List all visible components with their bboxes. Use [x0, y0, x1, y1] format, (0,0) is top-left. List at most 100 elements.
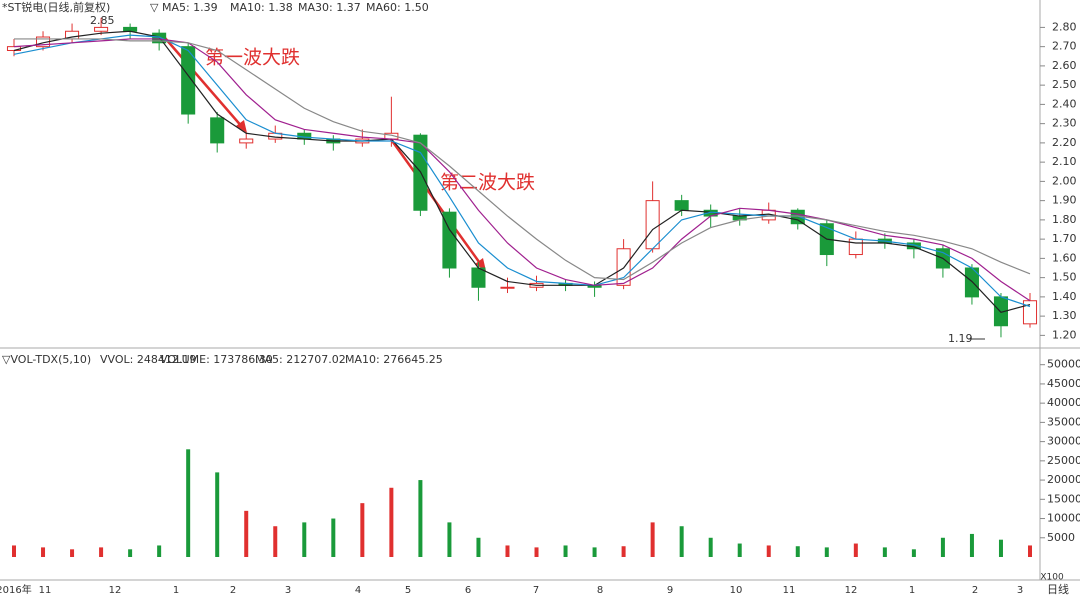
- y-tick-label: 2.20: [1052, 136, 1077, 149]
- ma-line: [13, 34, 1031, 308]
- candle-body: [442, 211, 457, 269]
- volume-bar: [650, 522, 655, 557]
- y-tick-label: 1.40: [1052, 290, 1077, 303]
- x-tick-label: 3: [1017, 585, 1023, 596]
- ma-line: [14, 38, 1031, 281]
- candle-body: [674, 200, 689, 211]
- volume-label: MA5: 212707.02: [255, 353, 346, 366]
- low-label: 1.19: [948, 332, 973, 345]
- y-tick-label: 1.80: [1052, 213, 1077, 226]
- x-tick-label: 9: [667, 585, 673, 596]
- volume-bar: [331, 518, 336, 557]
- volume-label: VVOL: 248412.19: [100, 353, 196, 366]
- volume-bar: [621, 546, 626, 557]
- volume-bar: [360, 503, 365, 557]
- volume-bar: [418, 480, 423, 557]
- volume-bar: [911, 549, 916, 557]
- arrow: [164, 37, 244, 129]
- x-tick-label: 11: [783, 585, 796, 596]
- volume-bar: [708, 537, 713, 557]
- indicator-label: MA30: 1.37: [298, 1, 361, 14]
- y-tick-label: 20000: [1047, 473, 1080, 486]
- volume-bar: [998, 539, 1003, 557]
- volume-bar: [215, 472, 220, 557]
- y-tick-label: 2.60: [1052, 59, 1077, 72]
- indicator-label: MA10: 1.38: [230, 1, 293, 14]
- y-tick-label: 2.10: [1052, 155, 1077, 168]
- y-tick-label: 1.90: [1052, 194, 1077, 207]
- indicator-label: MA60: 1.50: [366, 1, 429, 14]
- x-tick-label: 12: [109, 585, 122, 596]
- y-tick-label: 2.50: [1052, 78, 1077, 91]
- x-tick-label: 2: [230, 585, 236, 596]
- annotation: 第二波大跌: [440, 172, 535, 194]
- candle-body: [94, 26, 109, 32]
- candle-body: [210, 117, 225, 144]
- volume-bar: [99, 547, 104, 557]
- volume-bar: [882, 547, 887, 557]
- candle-body: [471, 267, 486, 288]
- y-tick-label: 45000: [1047, 377, 1080, 390]
- x-tick-label: 11: [39, 585, 52, 596]
- volume-bar: [505, 545, 510, 557]
- x-tick-label: 7: [533, 585, 539, 596]
- x-tick-label: 2016年: [0, 583, 32, 596]
- candle-body: [500, 286, 515, 289]
- candle-body: [239, 138, 254, 144]
- volume-bar: [679, 526, 684, 557]
- x-tick-label: 10: [730, 585, 743, 596]
- x-tick-label: 2: [972, 585, 978, 596]
- volume-bar: [824, 547, 829, 557]
- y-tick-label: 30000: [1047, 435, 1080, 448]
- candle-body: [181, 46, 196, 115]
- y-tick-label: 2.30: [1052, 117, 1077, 130]
- candle-body: [645, 200, 660, 250]
- x-tick-label: 8: [597, 585, 603, 596]
- y-tick-label: 15000: [1047, 492, 1080, 505]
- y-tick-label: 35000: [1047, 415, 1080, 428]
- y-tick-label: 25000: [1047, 454, 1080, 467]
- annotation: 第一波大跌: [205, 47, 300, 69]
- volume-bar: [795, 546, 800, 557]
- volume-bar: [128, 549, 133, 557]
- volume-title: ▽VOL-TDX(5,10): [2, 353, 91, 366]
- volume-bar: [273, 526, 278, 557]
- volume-bar: [766, 545, 771, 557]
- volume-bar: [592, 547, 597, 557]
- indicator-label: ▽ MA5: 1.39: [150, 1, 218, 14]
- x-tick-label: 3: [285, 585, 291, 596]
- candle-body: [1022, 300, 1038, 325]
- volume-bar: [476, 537, 481, 557]
- y-tick-label: 1.50: [1052, 271, 1077, 284]
- volume-bar: [41, 547, 46, 557]
- volume-bar: [186, 449, 191, 557]
- y-tick-label: 1.60: [1052, 251, 1077, 264]
- volume-bar: [447, 522, 452, 557]
- arrow-head: [236, 120, 247, 133]
- ma-line: [13, 30, 1031, 313]
- y-tick-label: 40000: [1047, 396, 1080, 409]
- y-tick-label: 1.30: [1052, 309, 1077, 322]
- y-tick-label: 2.80: [1052, 20, 1077, 33]
- volume-bar: [70, 549, 75, 557]
- y-tick-label: 50000: [1047, 358, 1080, 371]
- volume-bar: [1028, 545, 1032, 557]
- volume-bar: [244, 510, 249, 557]
- volume-bar: [302, 522, 307, 557]
- y-tick-label: 2.70: [1052, 40, 1077, 53]
- volume-bar: [12, 545, 16, 557]
- y-tick-label: 1.70: [1052, 232, 1077, 245]
- x-tick-label: 12: [845, 585, 858, 596]
- high-label: 2.85: [90, 14, 115, 27]
- volume-bar: [157, 545, 162, 557]
- volume-label: MA10: 276645.25: [345, 353, 443, 366]
- x-tick-label: 6: [465, 585, 471, 596]
- ma-line: [13, 38, 1031, 302]
- y-tick-label: 1.20: [1052, 328, 1077, 341]
- y-tick-label: 2.40: [1052, 97, 1077, 110]
- x-tick-label: 4: [355, 585, 361, 596]
- x-tick-label: 5: [405, 585, 411, 596]
- x-tick-label: 1: [173, 585, 179, 596]
- volume-bar: [389, 487, 394, 557]
